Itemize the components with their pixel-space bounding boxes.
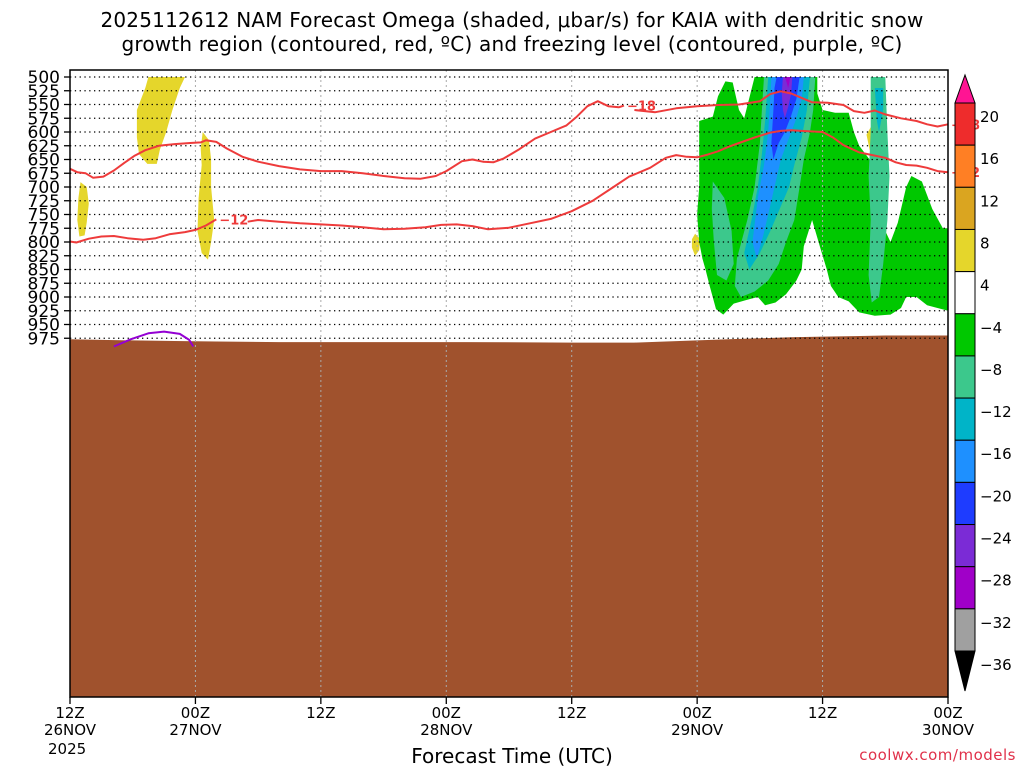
colorbar-seg-14 [954, 650, 976, 692]
colorbar-seg-6 [954, 313, 976, 357]
xtick-label-84: 00Z 30NOV [903, 705, 993, 739]
colorbar-label-12: −32 [980, 614, 1012, 632]
xtick-date: 29NOV [671, 721, 724, 739]
red-contour-2-label: −12 [219, 213, 248, 228]
xtick-label-24: 12Z [276, 705, 366, 722]
xtick-date: 30NOV [921, 721, 975, 739]
red-contour-1-line [634, 90, 949, 128]
xtick-time: 00Z [933, 704, 963, 722]
xtick-date: 28NOV [420, 721, 473, 739]
xtick-label-72: 12Z [778, 705, 868, 722]
red-contour-2-line [69, 218, 217, 244]
omega-region-2 [197, 132, 215, 260]
colorbar: 20 16 12 8 4 −4 −8 −12 −16 −20 −24 −28 −32 −36 [954, 73, 1012, 692]
omega-region-9 [868, 77, 890, 303]
colorbar-seg-10 [954, 481, 976, 526]
colorbar-seg-2 [954, 144, 976, 188]
colorbar-label-2: 12 [980, 192, 999, 210]
omega-region-12 [752, 77, 804, 259]
ytick-label-775: 775 [28, 219, 60, 239]
colorbar-seg-0 [954, 73, 976, 104]
omega-shading [77, 77, 948, 316]
colorbar-label-0: 20 [980, 108, 999, 126]
colorbar-seg-4 [954, 228, 976, 273]
xtick-label-60: 00Z 29NOV [652, 705, 742, 739]
omega-region-14 [781, 77, 793, 119]
xtick-label-0: 12Z 26NOV [25, 705, 115, 739]
xtick-time: 12Z [807, 704, 838, 722]
colorbar-seg-1 [954, 102, 976, 146]
ytick-label-900: 900 [28, 288, 60, 308]
red-contour-0-line [69, 100, 625, 180]
ytick-label-800: 800 [28, 233, 60, 253]
ytick-label-925: 925 [28, 302, 60, 322]
ytick-label-650: 650 [28, 151, 60, 171]
colorbar-seg-12 [954, 566, 976, 610]
purple-contour-line [113, 330, 195, 348]
ytick-label-725: 725 [28, 192, 60, 212]
ytick-label-750: 750 [28, 206, 60, 226]
xtick-time: 12Z [306, 704, 336, 722]
colorbar-label-8: −16 [980, 445, 1012, 463]
chart-title-line-1: 2025112612 NAM Forecast Omega (shaded, μ… [100, 8, 924, 32]
year-label: 2025 [48, 740, 87, 758]
colorbar-label-6: −8 [980, 361, 1002, 379]
ytick-label-500: 500 [28, 68, 60, 88]
terrain-layer [70, 335, 948, 697]
ytick-label-875: 875 [28, 274, 60, 294]
xtick-time: 12Z [55, 704, 85, 722]
terrain-fill [70, 335, 948, 697]
ytick-label-575: 575 [28, 109, 60, 129]
xtick-label-12: 00Z 27NOV [150, 705, 240, 739]
colorbar-label-7: −12 [980, 403, 1012, 421]
ytick-label-825: 825 [28, 247, 60, 267]
colorbar-label-5: −4 [980, 319, 1002, 337]
omega-region-1 [77, 182, 89, 237]
colorbar-seg-8 [954, 397, 976, 441]
xtick-time: 00Z [180, 704, 211, 722]
xtick-date: 27NOV [169, 721, 222, 739]
ytick-label-850: 850 [28, 261, 60, 281]
colorbar-label-4: 4 [980, 277, 990, 295]
x-axis-ticks [69, 697, 949, 704]
colorbar-seg-9 [954, 439, 976, 483]
colorbar-seg-7 [954, 355, 976, 399]
ytick-label-600: 600 [28, 123, 60, 143]
colorbar-label-1: 16 [980, 150, 999, 168]
xtick-time: 00Z [682, 704, 712, 722]
colorbar-seg-13 [954, 608, 976, 652]
colorbar-label-3: 8 [980, 234, 990, 252]
ytick-label-700: 700 [28, 178, 60, 198]
x-axis-label: Forecast Time (UTC) [411, 744, 613, 768]
y-axis: 5005255505756006256506757007257507758008… [28, 68, 70, 349]
xtick-date: 26NOV [43, 721, 97, 739]
colorbar-seg-11 [954, 524, 976, 568]
omega-region-11 [874, 88, 884, 132]
plot-frame [69, 69, 949, 698]
colorbar-seg-3 [954, 186, 976, 230]
ytick-label-675: 675 [28, 164, 60, 184]
xtick-label-48: 12Z [527, 705, 617, 722]
chart-title-line-2: growth region (contoured, red, ºC) and f… [121, 32, 903, 56]
omega-region-3 [691, 233, 701, 256]
xtick-label-36: 00Z 28NOV [401, 705, 491, 739]
colorbar-label-13: −36 [980, 656, 1012, 674]
colorbar-label-11: −28 [980, 572, 1012, 590]
ytick-label-625: 625 [28, 137, 60, 157]
ytick-label-550: 550 [28, 96, 60, 116]
colorbar-seg-5 [954, 271, 976, 315]
ytick-label-525: 525 [28, 82, 60, 102]
xtick-time: 12Z [557, 704, 587, 722]
omega-region-0 [136, 77, 185, 164]
colorbar-label-10: −24 [980, 530, 1012, 548]
credit-text: coolwx.com/models [859, 746, 1016, 764]
ytick-label-950: 950 [28, 316, 60, 336]
omega-region-15 [784, 77, 791, 88]
xtick-time: 00Z [431, 704, 461, 722]
colorbar-label-9: −20 [980, 487, 1012, 505]
red-contour-3-line [247, 129, 949, 231]
ytick-label-975: 975 [28, 329, 60, 349]
